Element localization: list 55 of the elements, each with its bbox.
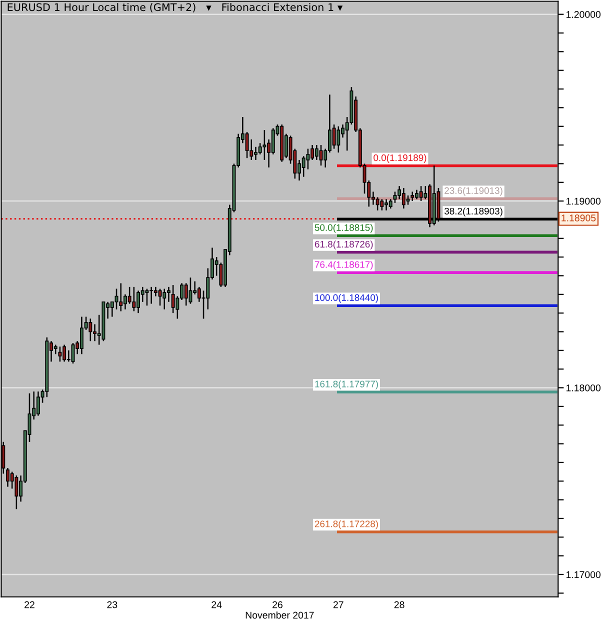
series-label: 100.0(1.18440) [315, 294, 378, 303]
candlestick [332, 124, 336, 150]
y-tick-label: 1.18000 [566, 384, 601, 392]
y-tick-label: 1.20000 [566, 11, 601, 18]
x-tick-label: 27 [333, 601, 344, 608]
candlestick [319, 144, 323, 166]
candlestick [114, 288, 118, 310]
series-label: 61.8(1.18726) [314, 240, 373, 250]
series-label: 50.0(1.18815) [314, 224, 373, 233]
x-tick-label: 26 [272, 601, 282, 608]
x-tick-label: 22 [24, 601, 34, 608]
candlestick [302, 156, 306, 178]
candlestick [54, 344, 58, 355]
candlestick [271, 128, 275, 155]
candlestick [376, 196, 380, 211]
x-tick-label: 28 [394, 601, 404, 608]
candlestick [262, 129, 266, 161]
candlestick [166, 286, 170, 302]
x-axis-title: November 2017 [246, 611, 314, 619]
candlestick [162, 288, 166, 310]
series-label: 161.8(1.17977) [315, 380, 378, 390]
candlestick [393, 191, 397, 204]
x-tick-label: 23 [107, 601, 118, 608]
y-tick-label: 1.17000 [566, 571, 601, 578]
candlestick [145, 288, 149, 306]
candlestick [119, 282, 123, 312]
candlestick [306, 148, 310, 170]
chart-title: EURUSD 1 Hour Local time (GMT+2) ▾ Fibonacci Extension 1 ▾ [8, 3, 343, 12]
candlestick [380, 198, 384, 211]
series-label: 76.4(1.18617) [314, 260, 373, 270]
candlestick [410, 191, 414, 202]
candlestick [388, 198, 392, 210]
candlestick [128, 286, 132, 304]
candlestick [245, 131, 249, 159]
candlestick [188, 276, 192, 304]
series-label: 23.6(1.19013) [444, 187, 502, 196]
candlestick [88, 318, 92, 342]
candlestick [336, 126, 340, 154]
candlestick [184, 282, 188, 306]
candlestick [158, 288, 162, 306]
candlestick [154, 286, 158, 297]
candlestick [132, 286, 136, 312]
series-label: 38.2(1.18903) [444, 208, 502, 216]
series-label: 261.8(1.17228) [314, 520, 378, 530]
candlestick [58, 346, 62, 362]
ref-line-label: 1.18905 [562, 214, 596, 222]
candlestick [14, 474, 18, 510]
candlestick [258, 142, 262, 155]
x-tick-label: 24 [212, 601, 222, 608]
series-label: 0.0(1.19189) [374, 154, 426, 163]
candlestick [419, 185, 423, 202]
candlestick [314, 144, 318, 161]
y-tick-label: 1.19000 [566, 198, 601, 205]
candlestick [171, 284, 175, 314]
candlestick [402, 187, 406, 210]
